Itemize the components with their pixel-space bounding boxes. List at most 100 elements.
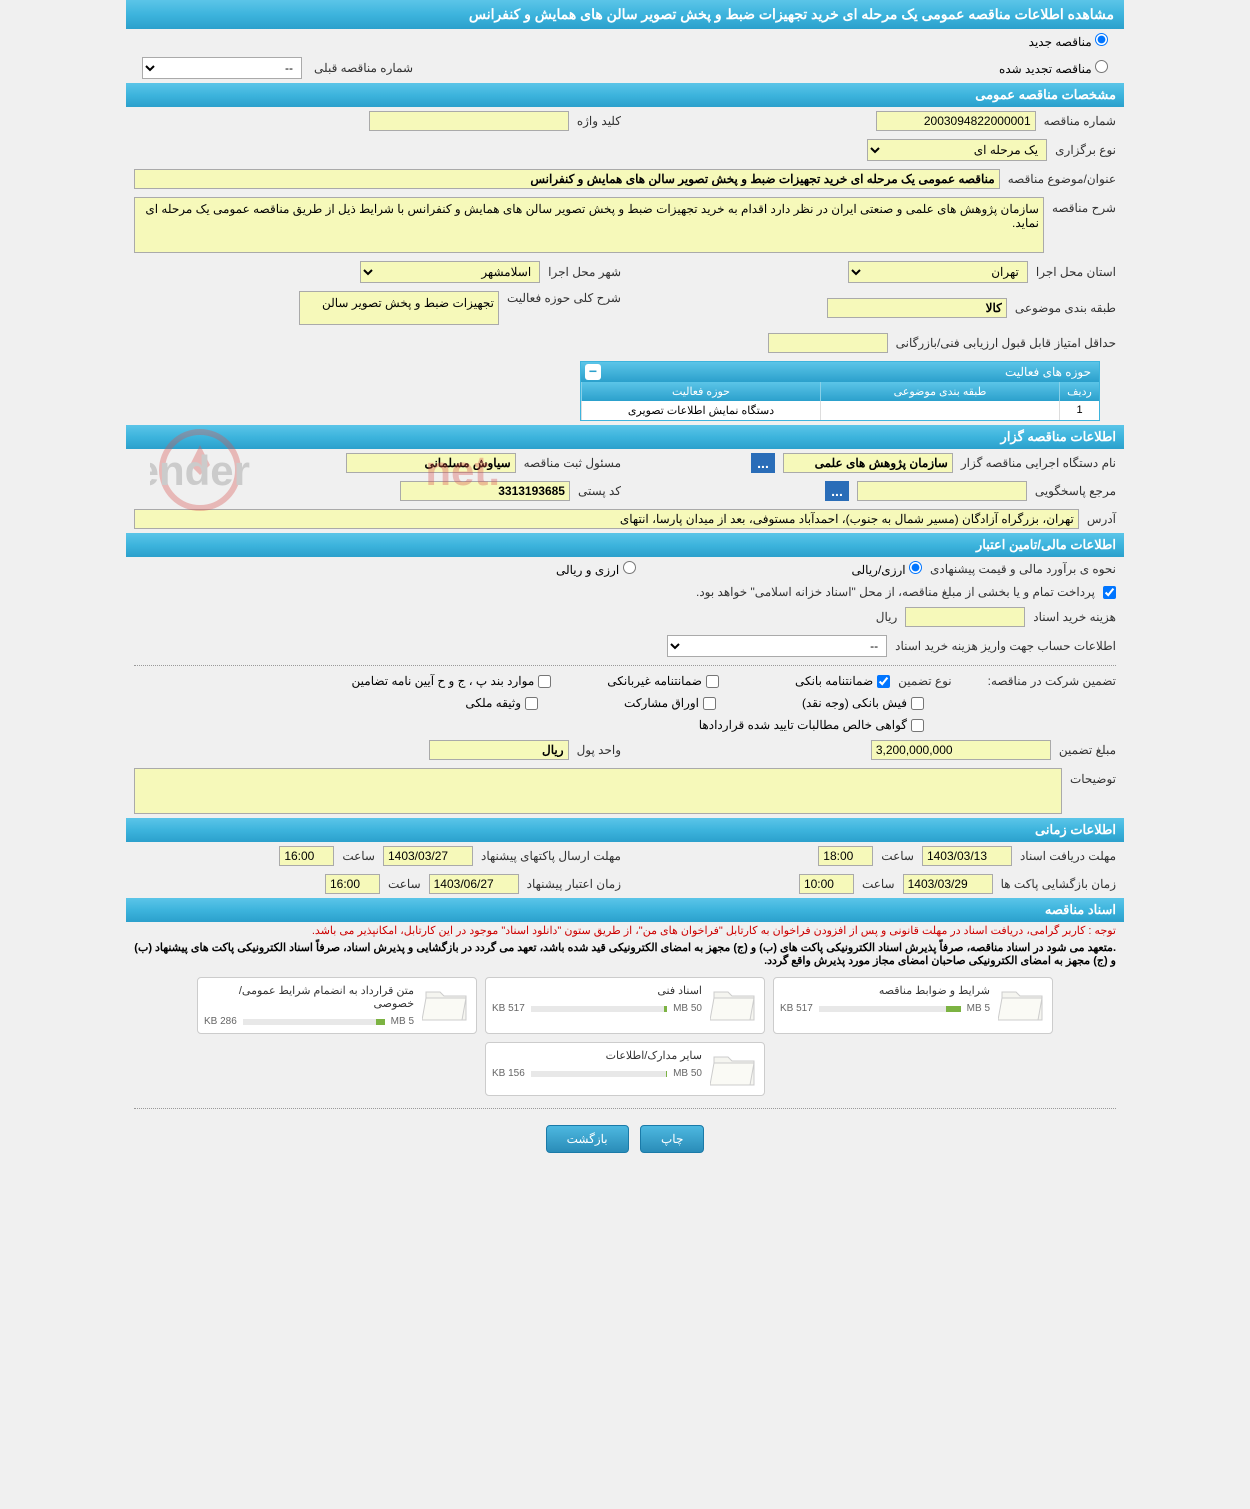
doc-total: 5 MB [967,1003,990,1014]
hour-label-3: ساعت [862,877,895,891]
cb-nonbank-guarantee[interactable] [706,675,719,688]
doc-total: 50 MB [673,1068,702,1079]
cb-property-deposit[interactable] [525,697,538,710]
validity-date[interactable] [429,874,519,894]
bar-track [243,1019,385,1025]
radio-new-tender-wrapper[interactable]: مناقصه جدید [1029,35,1108,49]
radio-rial[interactable] [909,561,922,574]
doc-card[interactable]: متن قرارداد به انضمام شرایط عمومی/خصوصی … [197,977,477,1034]
col-category: طبقه بندی موضوعی [820,382,1059,401]
province-select[interactable]: تهران [848,261,1028,283]
doc-title: سایر مدارک/اطلاعات [492,1049,702,1062]
responsible-input[interactable] [346,453,516,473]
radio-currency-wrapper[interactable]: ارزی و ریالی [556,561,636,577]
estimate-label: نحوه ی برآورد مالی و قیمت پیشنهادی [930,562,1116,576]
cell-n: 1 [1059,401,1099,420]
cb-net-receivables-label: گواهی خالص مطالبات تایید شده قراردادها [699,718,907,732]
radio-renewed-tender-wrapper[interactable]: مناقصه تجدید شده [999,60,1108,76]
doc-cost-input[interactable] [905,607,1025,627]
radio-renewed-tender[interactable] [1095,60,1108,73]
cb-bylaw-items-label: موارد بند پ ، ج و ح آیین نامه تضامین [352,674,535,688]
doc-card[interactable]: شرایط و ضوابط مناقصه 5 MB 517 KB [773,977,1053,1034]
receive-deadline-time[interactable] [818,846,873,866]
bar-fill [664,1006,667,1012]
notes-textarea[interactable] [134,768,1062,814]
cb-bylaw-items[interactable] [538,675,551,688]
radio-new-tender[interactable] [1095,33,1108,46]
section-organizer: اطلاعات مناقصه گزار [126,425,1124,449]
activity-scope-textarea[interactable] [299,291,499,325]
collapse-icon[interactable]: − [585,364,601,380]
tender-no-input[interactable] [876,111,1036,131]
cb-net-receivables[interactable] [911,719,924,732]
source-note: پرداخت تمام و یا بخشی از مبلغ مناقصه، از… [696,585,1095,599]
min-score-label: حداقل امتیاز قابل قبول ارزیابی فنی/بازرگ… [896,336,1116,350]
radio-currency[interactable] [623,561,636,574]
contact-input[interactable] [857,481,1027,501]
folder-icon [710,1049,758,1089]
doc-total: 5 MB [391,1016,414,1027]
currency-unit-input[interactable] [429,740,569,760]
cb-bank-receipt-label: فیش بانکی (وجه نقد) [802,696,907,710]
subject-input[interactable] [134,169,1000,189]
province-label: استان محل اجرا [1036,265,1116,279]
address-input[interactable] [134,509,1079,529]
min-score-input[interactable] [768,333,888,353]
cb-bank-guarantee[interactable] [877,675,890,688]
cell-act: دستگاه نمایش اطلاعات تصویری [581,401,820,420]
divider-bottom [134,1108,1116,1109]
col-row: ردیف [1059,382,1099,401]
desc-label: شرح مناقصه [1052,201,1116,215]
prev-tender-select[interactable]: -- [142,57,302,79]
type-label: نوع برگزاری [1055,143,1116,157]
prev-tender-label: شماره مناقصه قبلی [314,61,413,75]
doc-card[interactable]: سایر مدارک/اطلاعات 50 MB 156 KB [485,1042,765,1096]
org-input[interactable] [783,453,953,473]
tender-no-label: شماره مناقصه [1044,114,1116,128]
address-label: آدرس [1087,512,1116,526]
folder-icon [710,984,758,1024]
city-select[interactable]: اسلامشهر [360,261,540,283]
folder-icon [998,984,1046,1024]
back-button[interactable]: بازگشت [546,1125,629,1153]
type-select[interactable]: یک مرحله ای [867,139,1047,161]
guarantee-amount-input[interactable] [871,740,1051,760]
col-activity: حوزه فعالیت [581,382,820,401]
postal-input[interactable] [400,481,570,501]
section-timing: اطلاعات زمانی [126,818,1124,842]
doc-card[interactable]: اسناد فنی 50 MB 517 KB [485,977,765,1034]
opening-label: زمان بازگشایی پاکت ها [1001,877,1116,891]
activity-table: حوزه های فعالیت − ردیف طبقه بندی موضوعی … [580,361,1100,421]
cb-participation-papers[interactable] [703,697,716,710]
validity-time[interactable] [325,874,380,894]
category-input[interactable] [827,298,1007,318]
activity-scope-label: شرح کلی حوزه فعالیت [507,291,621,305]
doc-title: شرایط و ضوابط مناقصه [780,984,990,997]
opening-time[interactable] [799,874,854,894]
keyword-input[interactable] [369,111,569,131]
contact-expand-button[interactable]: ... [825,481,849,501]
receive-deadline-date[interactable] [922,846,1012,866]
radio-rial-wrapper[interactable]: ارزی/ریالی [852,561,922,577]
cb-participation-papers-label: اوراق مشارکت [624,696,699,710]
docs-note-1: توجه : کاربر گرامی، دریافت اسناد در مهلت… [126,922,1124,939]
send-deadline-time[interactable] [279,846,334,866]
account-select[interactable]: -- [667,635,887,657]
radio-rial-label: ارزی/ریالی [852,563,906,577]
cb-bank-receipt[interactable] [911,697,924,710]
radio-new-label: مناقصه جدید [1029,35,1092,49]
cell-cat [820,401,1059,420]
opening-date[interactable] [903,874,993,894]
radio-currency-label: ارزی و ریالی [556,563,619,577]
send-deadline-date[interactable] [383,846,473,866]
bar-track [531,1071,667,1077]
source-checkbox[interactable] [1103,586,1116,599]
org-expand-button[interactable]: ... [751,453,775,473]
desc-textarea[interactable] [134,197,1044,253]
print-button[interactable]: چاپ [640,1125,704,1153]
hour-label-2: ساعت [342,849,375,863]
category-label: طبقه بندی موضوعی [1015,301,1116,315]
doc-grid: شرایط و ضوابط مناقصه 5 MB 517 KB اسناد ف… [126,969,1124,1104]
radio-renewed-label: مناقصه تجدید شده [999,62,1092,76]
guarantee-type-label: نوع تضمین [898,674,951,688]
